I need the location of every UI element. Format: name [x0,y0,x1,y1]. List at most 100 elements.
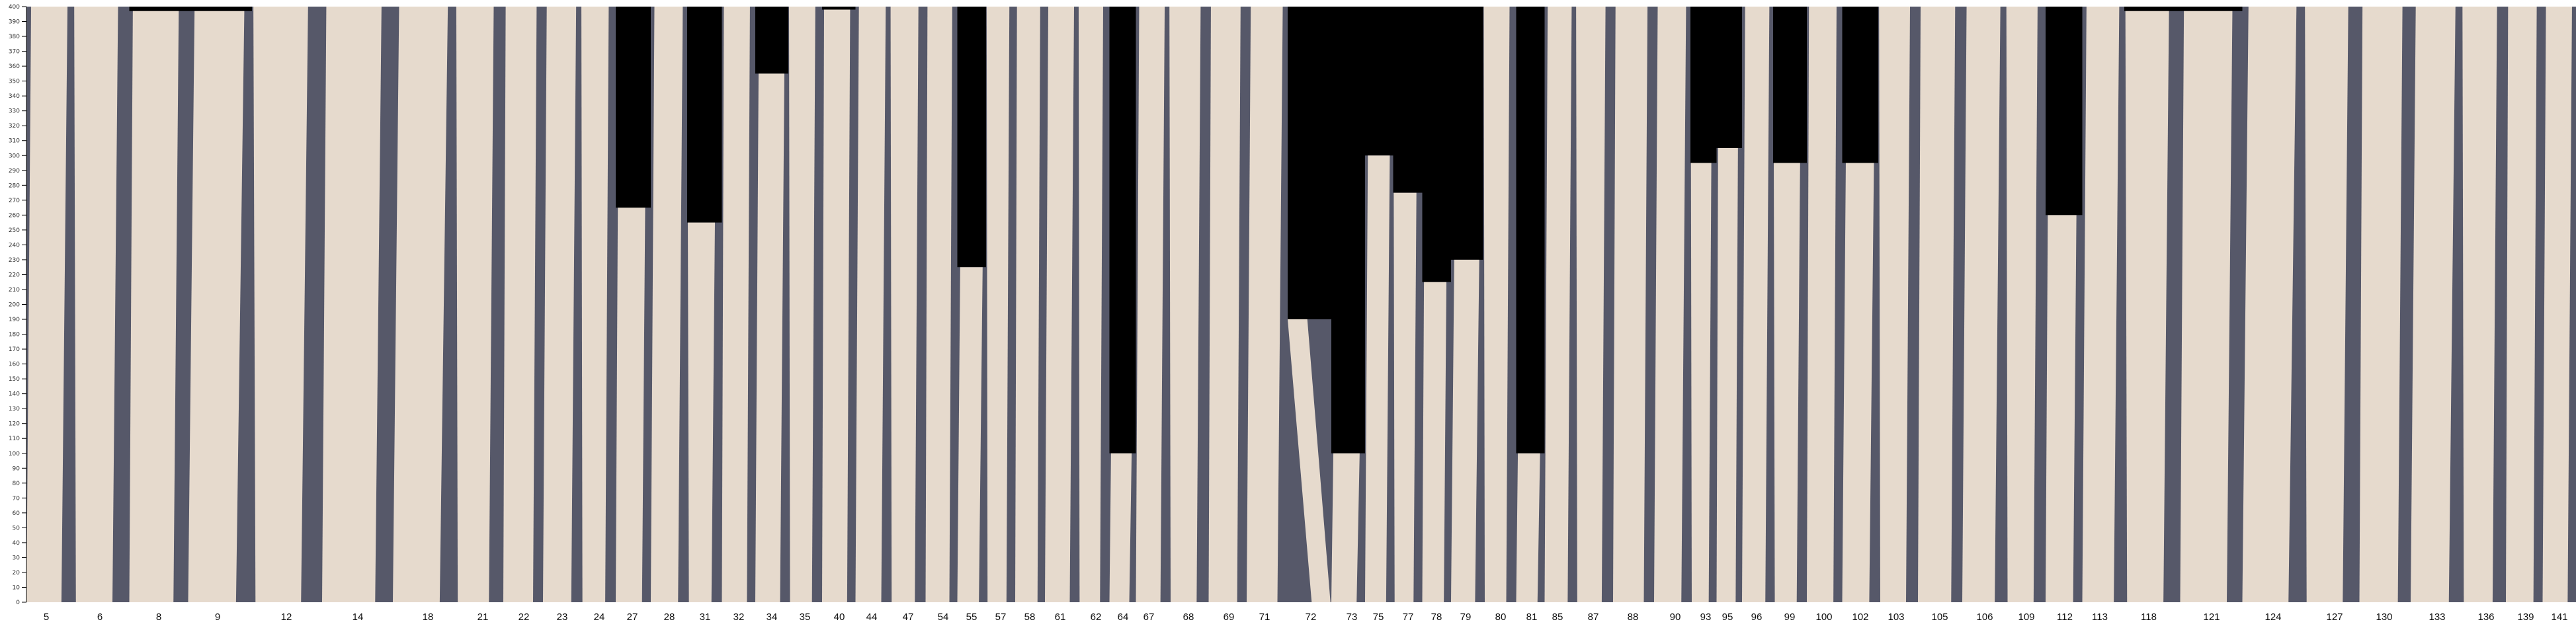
board-57 [986,7,1015,602]
x-tick-label: 99 [1784,611,1796,623]
board-106 [1962,7,2006,602]
x-tick-label: 133 [2429,611,2445,623]
board [1169,7,1201,602]
y-tick-label: 90 [13,465,21,472]
board [1015,7,1040,602]
board-18 [393,7,456,602]
x-tick-label: 22 [519,611,530,623]
board [1544,7,1572,602]
board [755,73,784,603]
y-tick-label: 370 [9,49,20,56]
x-tick-label: 67 [1143,611,1155,623]
board-113 [2082,7,2124,602]
x-tick-label: 28 [664,611,675,623]
x-tick-label: 58 [1024,611,1036,623]
board-124 [2242,7,2304,602]
board [129,11,179,602]
board [722,7,750,602]
board-73 [1331,453,1365,602]
board [74,7,118,602]
board-22 [503,7,543,602]
x-tick-label: 93 [1700,611,1712,623]
board-54 [925,7,958,602]
x-tick-label: 121 [2203,611,2220,623]
board-102 [1842,163,1878,602]
board [1516,453,1540,602]
board [2180,11,2233,602]
board [1716,147,1738,603]
board-141 [2542,7,2576,602]
board [890,7,919,602]
board [616,208,645,602]
board [1918,7,1956,602]
board [2082,7,2120,602]
board-31 [687,222,722,602]
board-64 [1109,453,1136,602]
board-71 [1247,7,1288,602]
board [253,7,308,602]
board [1742,7,1770,602]
y-tick-label: 390 [9,19,20,26]
x-tick-label: 34 [767,611,778,623]
y-tick-label: 300 [9,153,20,159]
board-14 [322,7,393,602]
x-tick-label: 102 [1852,611,1868,623]
y-tick-label: 250 [9,227,20,234]
board [651,7,683,602]
y-tick-label: 320 [9,123,20,130]
board-61 [1045,7,1078,602]
board [503,7,537,602]
y-tick-label: 260 [9,212,20,219]
board-27 [616,208,651,602]
board [1483,7,1510,602]
board-67 [1136,7,1169,602]
x-tick-label: 87 [1588,611,1599,623]
y-tick-label: 400 [9,4,20,11]
x-tick-label: 18 [423,611,434,623]
x-tick-label: 14 [353,611,364,623]
board-5 [26,7,73,602]
board [393,7,448,602]
x-tick-label: 72 [1306,611,1317,623]
x-tick-label: 139 [2517,611,2534,623]
board-68 [1169,7,1209,602]
board-8 [129,11,188,602]
y-tick-label: 160 [9,362,20,368]
x-tick-label: 40 [834,611,845,623]
y-tick-label: 70 [13,495,21,502]
board-62 [1078,7,1110,602]
board-58 [1015,7,1045,602]
y-tick-label: 310 [9,138,20,145]
board-77 [1393,192,1423,602]
board [2006,7,2038,602]
y-tick-label: 0 [16,600,20,606]
board-44 [855,7,890,602]
board-105 [1918,7,1962,602]
y-tick-label: 200 [9,302,20,309]
board-121 [2180,11,2243,602]
x-tick-label: 62 [1091,611,1102,623]
board [1842,163,1874,602]
board [1613,7,1648,602]
x-tick-label: 35 [800,611,811,623]
board-47 [890,7,926,602]
board [26,7,68,602]
board-35 [788,7,822,602]
x-tick-label: 85 [1552,611,1563,623]
board [2305,7,2348,602]
board-78 [1422,282,1451,602]
board-21 [455,7,503,602]
y-tick-label: 140 [9,391,20,398]
board-90 [1654,7,1690,602]
x-tick-label: 81 [1526,611,1538,623]
y-tick-label: 210 [9,287,20,294]
y-tick-label: 80 [13,481,21,487]
board [2046,215,2077,603]
x-tick-label: 80 [1495,611,1507,623]
y-tick-label: 120 [9,421,20,428]
board [1045,7,1074,602]
x-tick-label: 57 [995,611,1007,623]
board-80 [1483,7,1517,602]
board [1365,155,1390,602]
y-tick-label: 180 [9,332,20,338]
